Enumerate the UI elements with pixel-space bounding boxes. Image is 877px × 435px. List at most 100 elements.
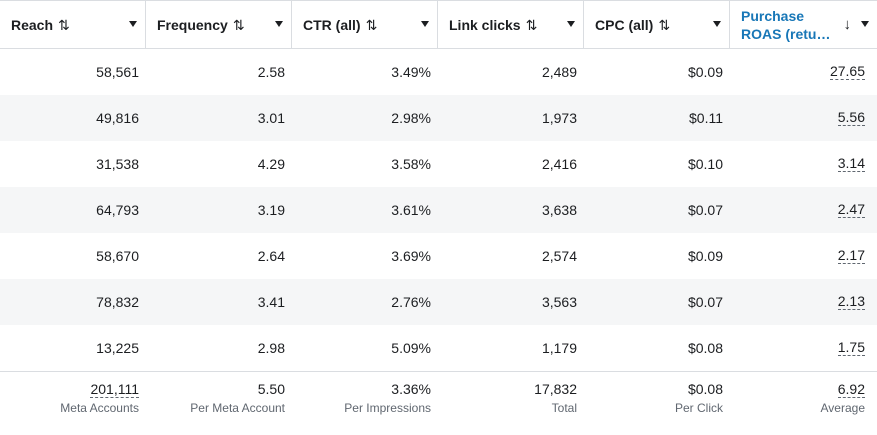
cell-cpc: $0.09 xyxy=(687,64,723,80)
summary-caption: Per Impressions xyxy=(344,401,431,415)
ads-metrics-table: Reach ⇅ Frequency ⇅ CTR (all) ⇅ Link cli… xyxy=(0,0,877,423)
caret-down-icon[interactable] xyxy=(129,21,137,27)
summary-cell-link-clicks: 17,832 Total xyxy=(438,372,584,424)
table-row[interactable]: 58,670 2.64 3.69% 2,574 $0.09 2.17 xyxy=(0,233,877,279)
cell-cpc: $0.10 xyxy=(687,156,723,172)
table-row[interactable]: 58,561 2.58 3.49% 2,489 $0.09 27.65 xyxy=(0,49,877,95)
summary-caption: Per Meta Account xyxy=(190,401,285,415)
roas-value[interactable]: 1.75 xyxy=(837,339,865,356)
cell-ctr: 3.49% xyxy=(391,64,431,80)
cell-ctr: 3.61% xyxy=(391,202,431,218)
cell-link-clicks: 3,563 xyxy=(541,294,577,310)
roas-value[interactable]: 2.13 xyxy=(837,293,865,310)
cell-reach: 31,538 xyxy=(96,156,139,172)
column-header-label: Reach xyxy=(11,17,54,33)
cell-frequency: 2.58 xyxy=(257,64,285,80)
cell-frequency: 2.64 xyxy=(257,248,285,264)
cell-cpc: $0.11 xyxy=(689,110,723,126)
caret-down-icon[interactable] xyxy=(861,21,869,27)
summary-value: 5.50 xyxy=(257,381,285,397)
roas-value[interactable]: 2.17 xyxy=(837,247,865,264)
summary-caption: Meta Accounts xyxy=(60,401,139,415)
cell-frequency: 2.98 xyxy=(257,340,285,356)
cell-frequency: 3.41 xyxy=(257,294,285,310)
summary-value: $0.08 xyxy=(687,381,723,397)
roas-value[interactable]: 27.65 xyxy=(829,63,865,80)
cell-purchase-roas[interactable]: 1.75 xyxy=(730,325,877,371)
cell-reach: 49,816 xyxy=(96,110,139,126)
summary-cell-purchase-roas: 6.92 Average xyxy=(730,372,877,424)
cell-ctr: 3.58% xyxy=(391,156,431,172)
cell-reach: 78,832 xyxy=(96,294,139,310)
roas-value[interactable]: 3.14 xyxy=(837,155,865,172)
summary-cell-ctr: 3.36% Per Impressions xyxy=(292,372,438,424)
sort-toggle-icon[interactable]: ⇅ xyxy=(232,16,245,33)
table-row[interactable]: 78,832 3.41 2.76% 3,563 $0.07 2.13 xyxy=(0,279,877,325)
cell-link-clicks: 2,574 xyxy=(541,248,577,264)
cell-ctr: 2.98% xyxy=(391,110,431,126)
cell-purchase-roas[interactable]: 5.56 xyxy=(730,95,877,141)
table-summary-row: 201,111 Meta Accounts 5.50 Per Meta Acco… xyxy=(0,371,877,423)
cell-cpc: $0.07 xyxy=(687,294,723,310)
table-body: 58,561 2.58 3.49% 2,489 $0.09 27.65 49,816 3.01… xyxy=(0,49,877,371)
caret-down-icon[interactable] xyxy=(421,21,429,27)
column-header-label: Link clicks xyxy=(449,17,521,33)
cell-purchase-roas[interactable]: 2.17 xyxy=(730,233,877,279)
sort-toggle-icon[interactable]: ⇅ xyxy=(658,16,670,33)
cell-purchase-roas[interactable]: 3.14 xyxy=(730,141,877,187)
summary-cell-reach: 201,111 Meta Accounts xyxy=(0,372,146,424)
cell-link-clicks: 2,416 xyxy=(541,156,577,172)
cell-cpc: $0.09 xyxy=(687,248,723,264)
sort-toggle-icon[interactable]: ⇅ xyxy=(58,16,70,33)
column-header-ctr[interactable]: CTR (all) ⇅ xyxy=(292,1,438,49)
column-header-purchase-roas[interactable]: Purchase ROAS (retu… ↓ xyxy=(730,1,877,49)
summary-caption: Average xyxy=(820,401,865,415)
column-header-frequency[interactable]: Frequency ⇅ xyxy=(146,1,292,49)
caret-down-icon[interactable] xyxy=(567,21,575,27)
cell-reach: 64,793 xyxy=(96,202,139,218)
cell-frequency: 3.19 xyxy=(257,202,285,218)
cell-reach: 58,561 xyxy=(96,64,139,80)
cell-cpc: $0.07 xyxy=(687,202,723,218)
cell-link-clicks: 1,973 xyxy=(541,110,577,126)
column-header-link-clicks[interactable]: Link clicks ⇅ xyxy=(438,1,584,49)
table-row[interactable]: 64,793 3.19 3.61% 3,638 $0.07 2.47 xyxy=(0,187,877,233)
summary-cell-cpc: $0.08 Per Click xyxy=(584,372,730,424)
cell-ctr: 5.09% xyxy=(391,340,431,356)
cell-ctr: 3.69% xyxy=(391,248,431,264)
table-header: Reach ⇅ Frequency ⇅ CTR (all) ⇅ Link cli… xyxy=(0,0,877,49)
table-row[interactable]: 49,816 3.01 2.98% 1,973 $0.11 5.56 xyxy=(0,95,877,141)
column-header-label: CPC (all) xyxy=(595,17,654,33)
sort-toggle-icon[interactable]: ⇅ xyxy=(365,16,378,33)
column-header-label: Purchase ROAS (retu… xyxy=(741,8,831,42)
cell-purchase-roas[interactable]: 2.13 xyxy=(730,279,877,325)
summary-value: 3.36% xyxy=(391,381,431,397)
table-row[interactable]: 13,225 2.98 5.09% 1,179 $0.08 1.75 xyxy=(0,325,877,371)
cell-reach: 58,670 xyxy=(96,248,139,264)
sort-toggle-icon[interactable]: ⇅ xyxy=(525,16,538,33)
caret-down-icon[interactable] xyxy=(713,21,721,27)
roas-value[interactable]: 2.47 xyxy=(837,201,865,218)
cell-link-clicks: 1,179 xyxy=(541,340,577,356)
caret-down-icon[interactable] xyxy=(275,21,283,27)
summary-value[interactable]: 6.92 xyxy=(837,381,865,398)
column-header-cpc[interactable]: CPC (all) ⇅ xyxy=(584,1,730,49)
cell-frequency: 3.01 xyxy=(257,110,285,126)
cell-cpc: $0.08 xyxy=(687,340,723,356)
summary-cell-frequency: 5.50 Per Meta Account xyxy=(146,372,292,424)
sort-descending-icon[interactable]: ↓ xyxy=(843,16,852,33)
cell-link-clicks: 2,489 xyxy=(541,64,577,80)
column-header-reach[interactable]: Reach ⇅ xyxy=(0,1,146,49)
roas-value[interactable]: 5.56 xyxy=(837,109,865,126)
summary-value: 17,832 xyxy=(534,381,577,397)
table-row[interactable]: 31,538 4.29 3.58% 2,416 $0.10 3.14 xyxy=(0,141,877,187)
summary-value[interactable]: 201,111 xyxy=(90,381,139,398)
column-header-label: CTR (all) xyxy=(303,17,361,33)
column-header-label: Frequency xyxy=(157,17,228,33)
summary-caption: Per Click xyxy=(674,401,723,415)
summary-caption: Total xyxy=(551,401,577,415)
cell-reach: 13,225 xyxy=(96,340,139,356)
cell-purchase-roas[interactable]: 27.65 xyxy=(730,49,877,95)
cell-purchase-roas[interactable]: 2.47 xyxy=(730,187,877,233)
cell-ctr: 2.76% xyxy=(391,294,431,310)
